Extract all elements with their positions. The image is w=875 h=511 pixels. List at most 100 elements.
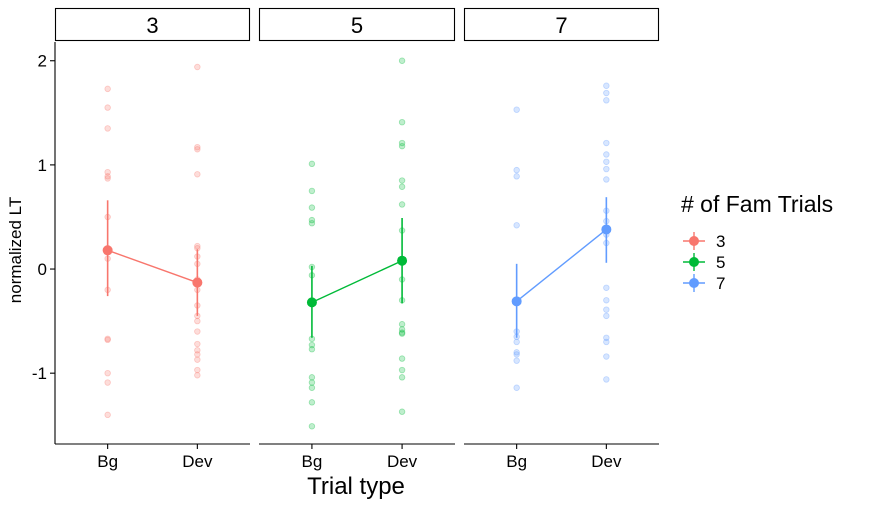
panels: 3 Bg Dev 5 Bg Dev 7 Bg Dev xyxy=(54,7,660,471)
legend-label: 7 xyxy=(716,274,725,293)
facet-strip xyxy=(54,7,251,42)
legend-title: # of Fam Trials xyxy=(681,191,833,217)
raw-point xyxy=(603,89,610,97)
raw-point xyxy=(513,357,520,364)
raw-point xyxy=(398,355,406,362)
legend-label: 3 xyxy=(716,232,725,251)
y-tick-label: 2 xyxy=(38,52,47,71)
raw-point xyxy=(194,351,201,358)
raw-point xyxy=(194,143,201,151)
legend-key-point xyxy=(689,278,699,288)
mean-line xyxy=(107,249,198,284)
legend: # of Fam Trials 3 5 7 xyxy=(681,191,833,293)
raw-point xyxy=(603,284,610,291)
mean-point xyxy=(511,296,522,307)
mean-line xyxy=(311,260,403,303)
raw-point xyxy=(603,297,610,304)
raw-point xyxy=(308,384,316,391)
mean-point xyxy=(397,255,408,266)
panel-5: 5 Bg Dev xyxy=(258,7,456,471)
raw-point xyxy=(398,57,406,64)
x-axis-title: Trial type xyxy=(307,473,405,500)
raw-point xyxy=(513,351,520,358)
mean-point xyxy=(192,277,203,288)
raw-point xyxy=(513,349,520,356)
raw-point xyxy=(513,166,520,174)
raw-point xyxy=(398,118,406,126)
raw-point xyxy=(603,306,610,313)
y-tick-label: -1 xyxy=(32,364,47,383)
raw-point xyxy=(513,338,520,346)
raw-point xyxy=(104,175,111,182)
raw-point xyxy=(194,347,201,354)
panel-7: 7 Bg Dev xyxy=(463,7,660,471)
raw-point xyxy=(194,366,201,374)
raw-point xyxy=(398,142,406,150)
raw-point xyxy=(194,372,201,379)
raw-point xyxy=(104,336,111,344)
raw-point xyxy=(194,317,201,325)
y-axis-title: normalized LT xyxy=(6,197,25,303)
raw-point xyxy=(194,356,201,363)
legend-key-point xyxy=(689,236,699,246)
raw-point xyxy=(104,173,111,180)
raw-point xyxy=(194,146,201,153)
x-tick-label: Dev xyxy=(591,452,622,471)
raw-point xyxy=(398,408,406,415)
raw-point xyxy=(104,335,111,343)
mean-line xyxy=(516,228,607,302)
raw-point xyxy=(308,220,316,227)
raw-point xyxy=(104,369,111,377)
raw-point xyxy=(194,171,201,178)
raw-point xyxy=(398,366,406,374)
raw-point xyxy=(194,63,201,71)
raw-point xyxy=(513,384,520,391)
raw-point xyxy=(513,106,520,113)
legend-key-point xyxy=(689,257,699,267)
raw-point xyxy=(104,125,111,132)
raw-point xyxy=(603,176,610,183)
raw-point xyxy=(308,187,316,195)
raw-point xyxy=(104,379,111,386)
raw-point xyxy=(308,216,316,224)
legend-label: 5 xyxy=(716,253,725,272)
raw-point xyxy=(398,177,406,184)
raw-point xyxy=(603,158,610,165)
mean-point xyxy=(601,224,612,235)
y-tick-label: 0 xyxy=(38,260,47,279)
raw-point xyxy=(603,376,610,383)
raw-point xyxy=(104,104,111,111)
panel-3: 3 Bg Dev xyxy=(54,7,251,471)
raw-point xyxy=(194,328,201,335)
raw-point xyxy=(398,329,406,336)
raw-point xyxy=(603,151,610,158)
raw-point xyxy=(308,346,316,353)
legend-key xyxy=(683,232,705,250)
x-tick-label: Bg xyxy=(97,452,118,471)
raw-point xyxy=(398,139,406,147)
raw-point xyxy=(308,379,316,386)
facet-strip xyxy=(258,7,456,42)
x-tick-label: Bg xyxy=(506,452,527,471)
raw-point xyxy=(603,353,610,360)
raw-point xyxy=(513,173,520,180)
raw-point xyxy=(104,85,111,93)
raw-point xyxy=(308,160,316,168)
raw-point xyxy=(603,165,610,173)
x-tick-label: Dev xyxy=(387,452,418,471)
raw-point xyxy=(398,330,406,337)
raw-point xyxy=(104,411,111,419)
legend-key xyxy=(683,274,705,292)
raw-point xyxy=(104,168,111,176)
mean-point xyxy=(306,297,317,308)
raw-point xyxy=(603,338,610,346)
raw-point xyxy=(308,374,316,381)
raw-point xyxy=(194,340,201,348)
y-axis: -1 0 1 2 xyxy=(32,42,56,444)
y-tick-label: 1 xyxy=(38,156,47,175)
raw-point xyxy=(398,374,406,381)
legend-key xyxy=(683,253,705,271)
raw-point xyxy=(308,423,316,430)
raw-point xyxy=(603,82,610,89)
